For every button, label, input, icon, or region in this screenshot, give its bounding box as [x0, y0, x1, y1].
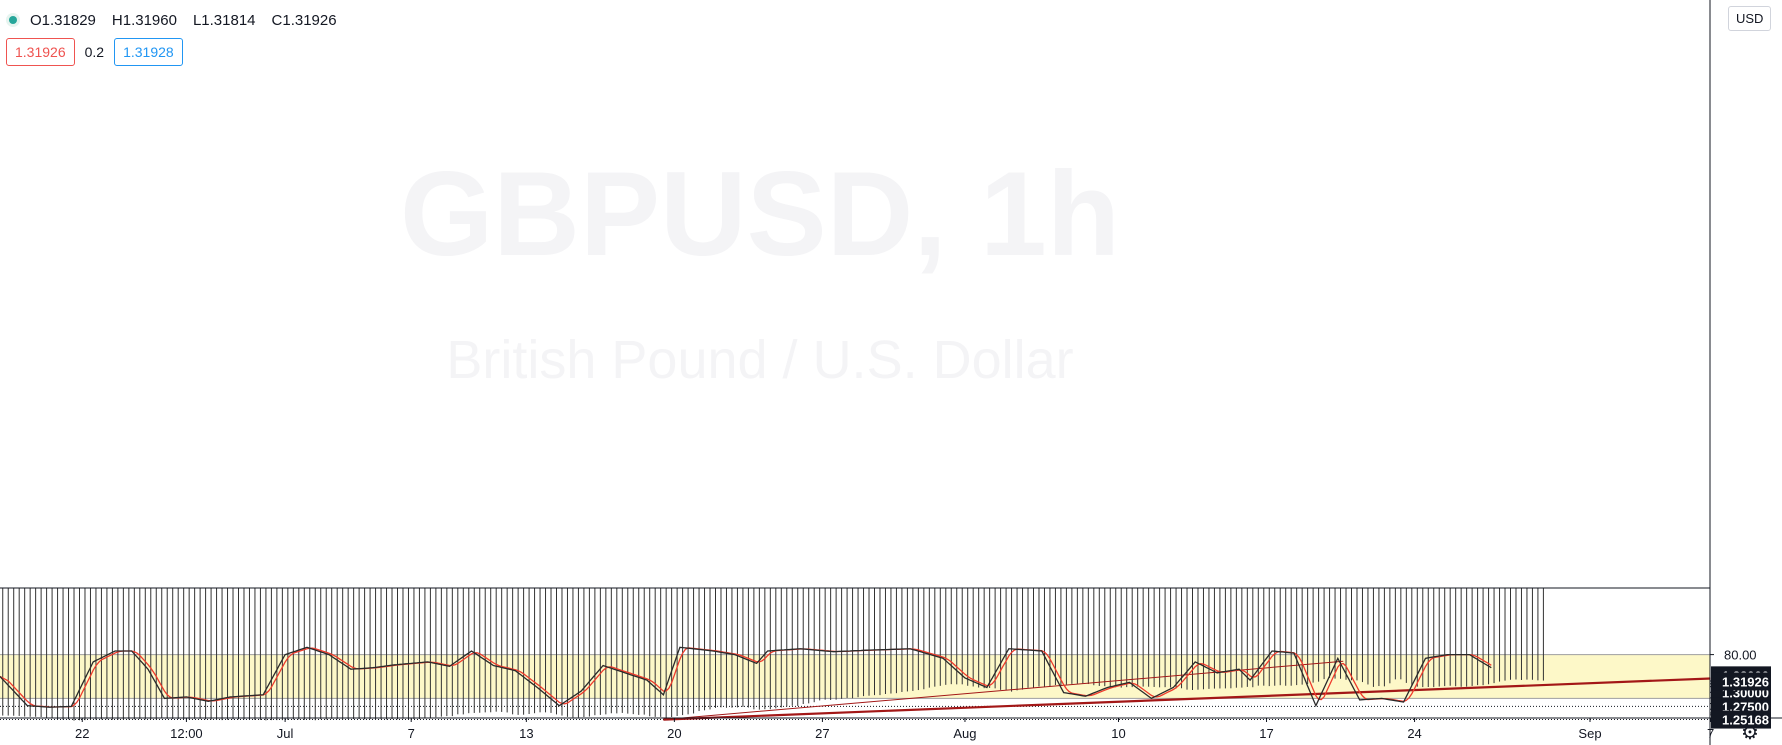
x-tick-label: 7: [1707, 726, 1714, 741]
price-label-box: [1711, 672, 1771, 691]
x-tick-label: 7: [408, 726, 415, 741]
x-tick-label: 20: [667, 726, 681, 741]
x-tick-label: 12:00: [170, 726, 203, 741]
x-tick-label: Sep: [1578, 726, 1601, 741]
x-tick-label: Aug: [953, 726, 976, 741]
x-tick-label: 27: [815, 726, 829, 741]
x-tick-label: 17: [1259, 726, 1273, 741]
high-value: H1.31960: [111, 11, 177, 29]
x-tick-label: 22: [75, 726, 89, 741]
price-label: 1.25168: [1722, 713, 1769, 728]
bid-ask-panel: 1.31926 0.2 1.31928: [6, 38, 183, 66]
x-tick-label: 10: [1111, 726, 1125, 741]
x-axis-ticks: 22 12:00 Jul 7 13 20 27 Aug 10 17 24 Sep 7: [75, 718, 1714, 741]
x-tick-label: 13: [519, 726, 533, 741]
ohlc-legend: O1.31829 H1.31960 L1.31814 C1.31926: [6, 6, 343, 34]
price-labels: 1.330001.312281.300001.275001.251681.319…: [1711, 666, 1771, 729]
price-label: 1.31926: [1722, 674, 1769, 689]
watermark: GBPUSD, 1h British Pound / U.S. Dollar: [400, 147, 1120, 390]
settings-gear-icon[interactable]: ⚙: [1741, 722, 1759, 744]
stochastic-tick-label: 80.00: [1724, 648, 1757, 663]
sell-button[interactable]: 1.31926: [6, 38, 75, 66]
candlesticks: [2, 588, 1544, 721]
stochastic-k-line: [0, 646, 1492, 708]
watermark-symbol: GBPUSD, 1h: [400, 147, 1120, 281]
low-value: L1.31814: [192, 11, 256, 29]
market-status-icon[interactable]: [6, 13, 20, 27]
x-tick-label: Jul: [277, 726, 294, 741]
close-value: C1.31926: [271, 11, 337, 29]
spread-value: 0.2: [84, 44, 105, 60]
watermark-description: British Pound / U.S. Dollar: [446, 330, 1073, 390]
currency-button[interactable]: USD: [1728, 6, 1772, 31]
support-trendline: [663, 677, 1711, 721]
price-label-box: [1711, 710, 1771, 729]
x-tick-label: 24: [1407, 726, 1421, 741]
open-value: O1.31829: [30, 11, 96, 29]
stochastic-band: [0, 654, 1710, 699]
stochastic-zone: [0, 654, 1710, 699]
stochastic-lines: [0, 646, 1492, 708]
buy-button[interactable]: 1.31928: [114, 38, 183, 66]
